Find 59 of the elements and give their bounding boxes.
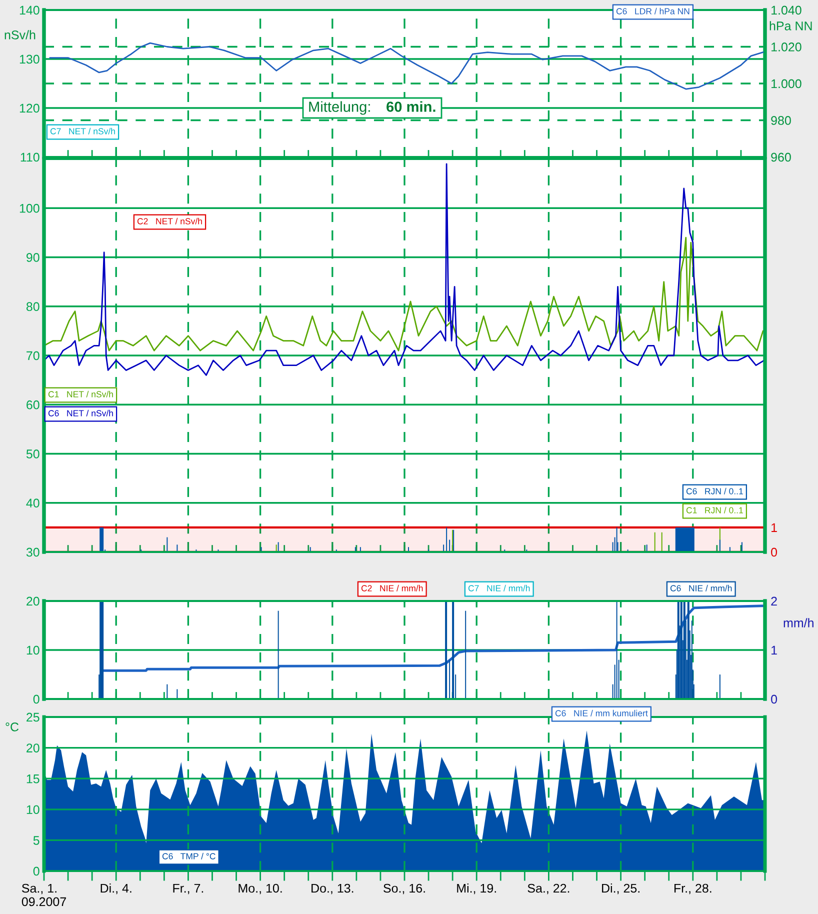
x-tick-label: Mi., 19. — [457, 884, 496, 894]
y-axis-title: nSv/h — [4, 30, 36, 40]
y2-axis-title: hPa NN — [770, 21, 812, 30]
y-axis-title: °C — [6, 722, 19, 732]
legend-label: C7 NIE / mm/h — [468, 584, 530, 592]
y2-tick-label: 1 — [772, 523, 777, 532]
y2-tick-label: 0 — [771, 548, 778, 557]
text: C1 NET / nSv/h — [48, 390, 113, 398]
text: C6 NIE / mm kumuliert — [555, 710, 648, 716]
y-tick-label: 70 — [26, 351, 40, 360]
x-tick-label: Sa., 22. — [528, 884, 570, 894]
x-tick-label: Di., 25. — [602, 884, 640, 894]
y-tick-label: 10 — [26, 646, 40, 655]
y-tick-label: 50 — [26, 450, 40, 458]
y-tick-label: 80 — [26, 302, 40, 312]
y-tick-label: 5 — [33, 836, 40, 845]
y-tick-label: 0 — [33, 866, 40, 876]
text: C1 RJN / 0..1 — [686, 506, 743, 514]
x-tick-label: Do., 13. — [312, 884, 354, 894]
text: C6 LDR / hPa NN — [616, 8, 690, 14]
y2-tick-label: 960 — [771, 152, 791, 162]
legend-label: C2 NIE / mm/h — [361, 584, 423, 592]
y-tick-label: 15 — [26, 774, 40, 784]
y2-tick-label: 1.040 — [772, 6, 802, 15]
x-tick-label: Fr., 7. — [173, 884, 204, 894]
y-tick-label: 40 — [26, 498, 40, 508]
x-tick-label: Di., 4. — [100, 884, 132, 894]
x-tick-label: Fr., 28. — [674, 884, 712, 894]
y-tick-label: 60 — [26, 400, 40, 410]
x-tick-label: Mo., 10. — [238, 884, 282, 894]
y2-tick-label: 980 — [771, 116, 791, 125]
series-label: C6 NIE / mm/h — [670, 584, 732, 592]
y2-axis-title: mm/h — [784, 618, 814, 628]
x-tick-label: Sa., 1. 09.2007 — [22, 884, 66, 906]
legend-label: C7 NET / nSv/h — [50, 128, 115, 134]
y-tick-label: 10 — [26, 805, 40, 814]
y-tick-label: 20 — [26, 596, 40, 606]
y-tick-label: 0 — [33, 694, 40, 704]
y-tick-label: 130 — [20, 54, 40, 64]
y-tick-label: 110 — [20, 152, 40, 162]
text: C6 RJN / 0..1 — [686, 488, 743, 494]
y2-tick-label: 2 — [771, 596, 777, 606]
y2-tick-label: 1.000 — [772, 79, 802, 88]
y-tick-label: 90 — [26, 253, 40, 262]
y-tick-label: 30 — [26, 548, 40, 557]
y-tick-label: 20 — [26, 744, 40, 752]
annotation: Mittelung: — [309, 101, 370, 115]
series-label: C6 TMP / °C — [162, 852, 216, 860]
y-tick-label: 100 — [20, 204, 40, 213]
y-tick-label: 25 — [26, 712, 40, 722]
y-tick-label: 120 — [20, 104, 40, 113]
legend-label: C2 NET / nSv/h — [137, 218, 202, 224]
text: C6 NET / nSv/h — [48, 410, 113, 416]
y-tick-label: 140 — [20, 6, 40, 15]
y2-tick-label: 1 — [772, 646, 777, 655]
annotation: 60 min. — [386, 101, 436, 112]
y2-tick-label: 0 — [771, 694, 778, 704]
y2-tick-label: 1.020 — [772, 42, 802, 52]
x-tick-label: So., 16. — [384, 884, 425, 894]
